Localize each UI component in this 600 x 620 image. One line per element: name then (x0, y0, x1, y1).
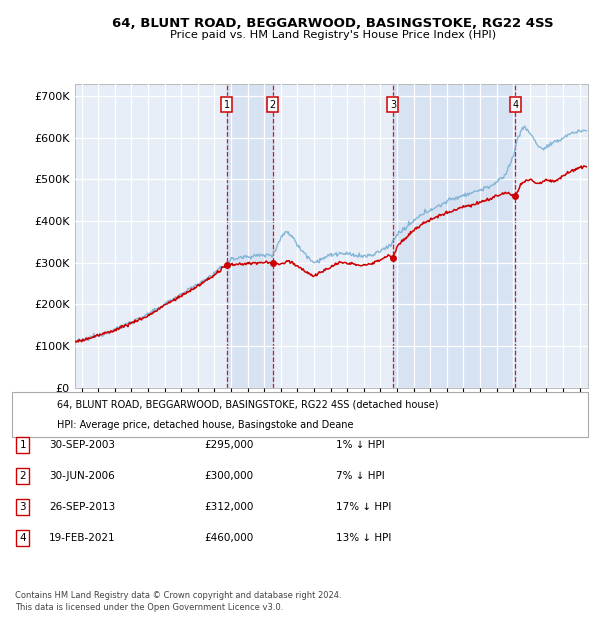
Text: 17% ↓ HPI: 17% ↓ HPI (336, 502, 391, 512)
Text: £295,000: £295,000 (204, 440, 253, 450)
Bar (227, 84, 272, 388)
Text: 2: 2 (269, 99, 275, 110)
Text: Contains HM Land Registry data © Crown copyright and database right 2024.
This d: Contains HM Land Registry data © Crown c… (15, 591, 341, 612)
Text: 19-FEB-2021: 19-FEB-2021 (49, 533, 116, 543)
Text: 13% ↓ HPI: 13% ↓ HPI (336, 533, 391, 543)
Text: £312,000: £312,000 (204, 502, 253, 512)
Text: 26-SEP-2013: 26-SEP-2013 (49, 502, 115, 512)
Text: 30-JUN-2006: 30-JUN-2006 (49, 471, 115, 481)
Text: 1: 1 (19, 440, 26, 450)
Text: 7% ↓ HPI: 7% ↓ HPI (336, 471, 385, 481)
Text: 3: 3 (390, 99, 396, 110)
Text: £300,000: £300,000 (204, 471, 253, 481)
Text: 1: 1 (224, 99, 230, 110)
Text: 2: 2 (19, 471, 26, 481)
Text: 64, BLUNT ROAD, BEGGARWOOD, BASINGSTOKE, RG22 4SS (detached house): 64, BLUNT ROAD, BEGGARWOOD, BASINGSTOKE,… (57, 399, 439, 410)
Text: HPI: Average price, detached house, Basingstoke and Deane: HPI: Average price, detached house, Basi… (57, 420, 353, 430)
Bar (393, 84, 515, 388)
Text: 3: 3 (19, 502, 26, 512)
Text: Price paid vs. HM Land Registry's House Price Index (HPI): Price paid vs. HM Land Registry's House … (170, 30, 496, 40)
Text: 4: 4 (19, 533, 26, 543)
Text: 30-SEP-2003: 30-SEP-2003 (49, 440, 115, 450)
Text: 64, BLUNT ROAD, BEGGARWOOD, BASINGSTOKE, RG22 4SS: 64, BLUNT ROAD, BEGGARWOOD, BASINGSTOKE,… (112, 17, 554, 30)
Text: £460,000: £460,000 (204, 533, 253, 543)
Text: 1% ↓ HPI: 1% ↓ HPI (336, 440, 385, 450)
Text: 4: 4 (512, 99, 518, 110)
